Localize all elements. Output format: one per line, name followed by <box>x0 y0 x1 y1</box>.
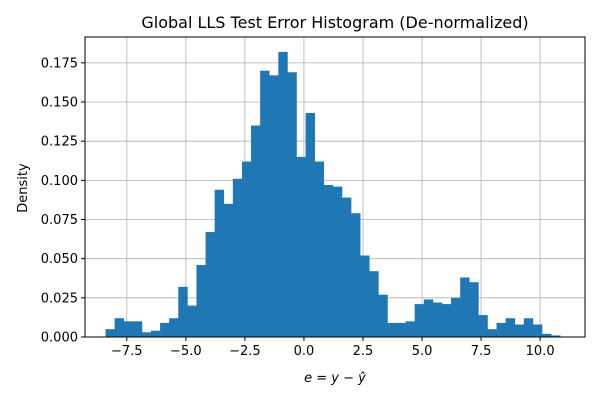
histogram-bar <box>341 197 352 337</box>
histogram-bar <box>323 185 334 337</box>
y-tick-label: 0.175 <box>41 56 78 71</box>
x-tick-label: 7.5 <box>471 344 492 359</box>
histogram-bar <box>378 294 388 337</box>
histogram-bar <box>360 255 370 337</box>
histogram-bar <box>187 305 197 337</box>
histogram-bar <box>169 318 179 337</box>
y-tick-label: 0.150 <box>41 96 78 111</box>
x-axis-label-minus: − <box>339 371 358 386</box>
histogram-bar <box>487 329 497 337</box>
y-tick-label: 0.125 <box>41 135 78 150</box>
histogram-bar <box>232 178 243 337</box>
histogram-bar <box>532 324 543 337</box>
histogram-bar <box>160 322 170 337</box>
histogram-bar <box>523 318 534 337</box>
histogram-bar <box>223 203 234 337</box>
histogram-bar <box>269 75 279 338</box>
histogram-bar <box>114 318 125 337</box>
y-tick-label: 0.100 <box>41 174 78 189</box>
histogram-bar <box>496 322 506 337</box>
histogram-bar <box>296 156 306 337</box>
grid-lines <box>85 37 585 338</box>
histogram-bar <box>469 282 479 337</box>
histogram-bar <box>441 304 452 337</box>
x-tick-label: −7.5 <box>111 344 143 359</box>
histogram-bar <box>332 186 343 337</box>
histogram-bar <box>205 232 215 337</box>
chart-title: Global LLS Test Error Histogram (De-norm… <box>141 13 528 32</box>
histogram-bar <box>141 332 152 337</box>
histogram-bar <box>387 322 397 337</box>
histogram-bar <box>123 321 134 337</box>
x-axis-label-lhs: e <box>304 371 312 386</box>
histogram-bar <box>451 297 461 337</box>
histogram-bar <box>414 304 425 337</box>
y-tick-label: 0.050 <box>41 252 78 267</box>
histogram-bar <box>314 161 325 337</box>
histogram-bar <box>214 189 225 337</box>
x-axis-label-y: y <box>330 371 339 386</box>
histogram-bar <box>105 329 115 337</box>
histogram-bar <box>551 335 561 337</box>
x-axis-label-eq: = <box>312 371 331 386</box>
x-tick-label: −2.5 <box>229 344 261 359</box>
histogram-bar <box>151 330 161 337</box>
histogram-bar <box>241 161 252 337</box>
histogram-bar <box>423 299 434 337</box>
histogram-bar <box>478 315 488 337</box>
histogram-bar <box>305 112 315 337</box>
x-tick-label: 10.0 <box>526 344 555 359</box>
x-tick-label: 0.0 <box>294 344 315 359</box>
x-axis-label-yhat: ŷ <box>357 371 366 386</box>
x-tick-label: 5.0 <box>412 344 433 359</box>
histogram-bar <box>132 321 143 337</box>
y-axis-ticks: 0.000 0.025 0.050 0.075 0.100 0.125 0.150 0.175 <box>41 56 85 346</box>
y-tick-label: 0.075 <box>41 213 78 228</box>
histogram-bar <box>505 318 516 337</box>
histogram-bar <box>178 286 188 337</box>
histogram-bar <box>351 213 361 337</box>
x-axis-ticks: −7.5 −5.0 −2.5 0.0 2.5 5.0 7.5 10.0 <box>111 337 555 359</box>
histogram-bar <box>405 321 416 337</box>
histogram-bar <box>396 322 406 337</box>
x-tick-label: 2.5 <box>353 344 374 359</box>
histogram-bars <box>105 51 561 338</box>
histogram-bar <box>196 264 206 337</box>
histogram-bar <box>369 271 379 337</box>
histogram-bar <box>278 51 288 337</box>
x-tick-label: −5.0 <box>170 344 202 359</box>
histogram-bar <box>432 302 443 337</box>
histogram-bar <box>542 333 552 337</box>
y-axis-label: Density <box>16 163 31 213</box>
histogram-bar <box>260 70 270 338</box>
plot-frame <box>84 36 586 338</box>
histogram-bar <box>251 125 261 337</box>
histogram-bar <box>287 72 297 337</box>
x-axis-label: e = y − ŷ <box>304 371 366 386</box>
histogram-bar <box>460 277 470 337</box>
y-tick-label: 0.025 <box>41 291 78 306</box>
histogram-bar <box>514 324 525 337</box>
y-tick-label: 0.000 <box>41 331 78 346</box>
